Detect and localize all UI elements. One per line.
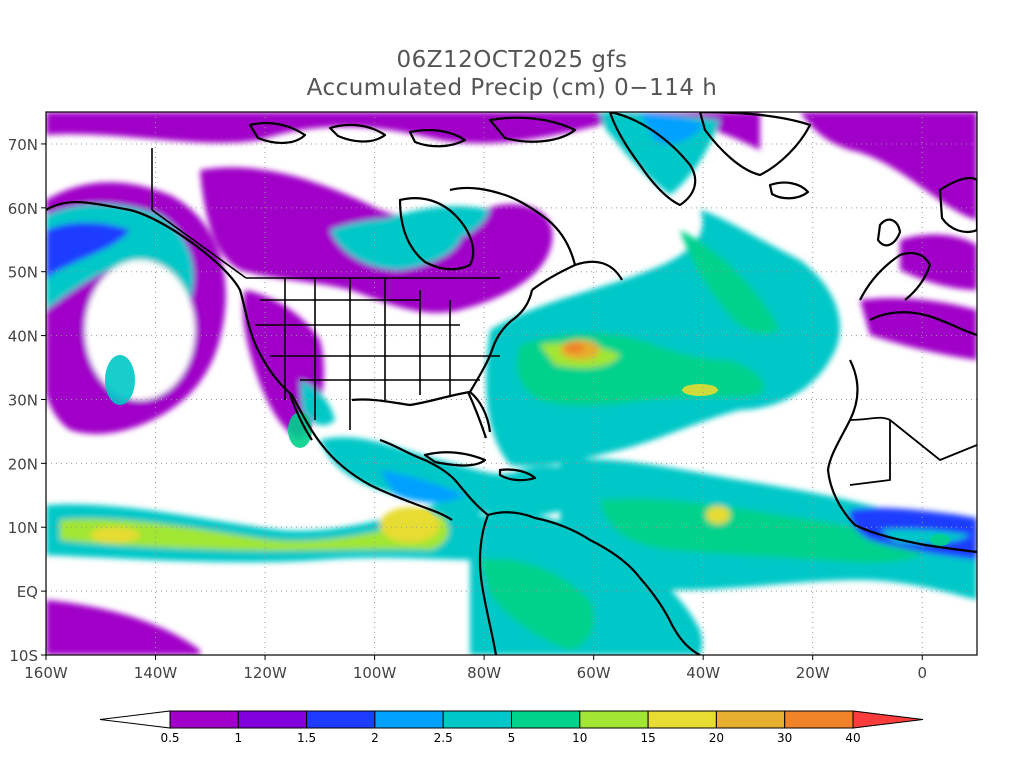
- lon-tick-label: 120W: [243, 664, 287, 682]
- lat-tick-label: EQ: [17, 583, 38, 601]
- lon-tick-label: 160W: [24, 664, 68, 682]
- lat-tick-label: 60N: [8, 200, 38, 218]
- colorbar-label: 20: [709, 731, 724, 745]
- chart-title-line1: 06Z12OCT2025 gfs: [396, 47, 628, 73]
- colorbar-label: 10: [572, 731, 587, 745]
- colorbar-label: 40: [845, 731, 860, 745]
- state-boundaries: [151, 148, 500, 430]
- colorbar-box: [237, 710, 308, 729]
- colorbar-label: 15: [640, 731, 655, 745]
- lat-tick-label: 70N: [8, 136, 38, 154]
- colorbar-label: 1: [234, 731, 242, 745]
- colorbar-box: [169, 710, 239, 729]
- colorbar-label: 5: [508, 731, 516, 745]
- coastlines: [46, 112, 977, 655]
- colorbar-label: 2.5: [434, 731, 453, 745]
- precip-texture: [105, 355, 950, 546]
- lat-tick-label: 10N: [8, 519, 38, 537]
- chart-title-line2: Accumulated Precip (cm) 0−114 h: [306, 75, 718, 101]
- map-frame: [45, 111, 978, 656]
- lat-tick-label: 40N: [8, 328, 38, 346]
- lon-tick-label: 40W: [686, 664, 720, 682]
- lon-tick-label: 80W: [467, 664, 501, 682]
- colorbar-box: [374, 710, 444, 729]
- lon-tick-label: 20W: [796, 664, 830, 682]
- colorbar-box: [306, 710, 376, 729]
- map-area: [46, 112, 977, 655]
- colorbar-box: [579, 710, 649, 729]
- lat-tick-label: 10S: [9, 647, 38, 665]
- colorbar-label: 30: [777, 731, 792, 745]
- colorbar-label: 0.5: [160, 731, 179, 745]
- colorbar-high-triangle: [852, 710, 924, 729]
- colorbar: 0.5 1 1.5 2 2.5 5 10 15 20 30 40: [99, 710, 924, 745]
- longitude-axis: 160W 140W 120W 100W 80W 60W 40W 20W 0: [24, 655, 927, 682]
- colorbar-box: [715, 710, 786, 729]
- lon-tick-label: 140W: [134, 664, 178, 682]
- latitude-axis: 70N 60N 50N 40N 30N 20N 10N EQ 10S: [8, 136, 46, 665]
- map-gridlines: [46, 112, 977, 655]
- lat-tick-label: 20N: [8, 455, 38, 473]
- lon-tick-label: 0: [917, 664, 927, 682]
- lon-tick-label: 100W: [353, 664, 397, 682]
- lat-tick-label: 30N: [8, 391, 38, 409]
- lon-tick-label: 60W: [577, 664, 611, 682]
- colorbar-label: 2: [371, 731, 379, 745]
- colorbar-box: [511, 710, 581, 729]
- colorbar-label: 1.5: [297, 731, 316, 745]
- lat-tick-label: 50N: [8, 264, 38, 282]
- colorbar-low-triangle: [99, 710, 171, 729]
- colorbar-box: [442, 710, 513, 729]
- precip-field: [46, 112, 977, 655]
- colorbar-box: [647, 710, 717, 729]
- colorbar-box: [784, 710, 854, 729]
